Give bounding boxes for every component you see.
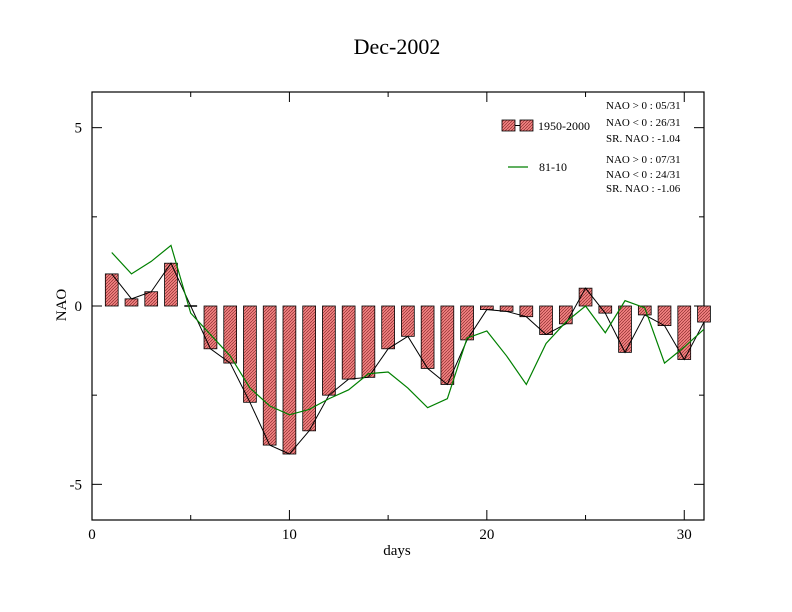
bar xyxy=(381,305,395,350)
plot-area: 0 10 20 30 5 0 -5 xyxy=(70,91,711,543)
bar xyxy=(341,305,356,380)
bar xyxy=(618,305,632,353)
bar xyxy=(322,305,336,396)
legend-stat: SR. NAO : -1.04 xyxy=(606,133,681,145)
legend-label-1950-2000: 1950-2000 xyxy=(538,119,590,133)
x-tick-label: 30 xyxy=(677,527,692,543)
legend-entry-81-10: 81-10 NAO > 0 : 07/31 NAO < 0 : 24/31 SR… xyxy=(508,154,681,195)
x-tick-label: 10 xyxy=(282,527,297,543)
legend-swatch-1950-2000 xyxy=(501,119,516,132)
bar xyxy=(104,273,119,307)
bar xyxy=(223,305,238,364)
legend-stat: NAO > 0 : 05/31 xyxy=(606,100,681,112)
x-tick-label: 20 xyxy=(479,527,494,543)
bar xyxy=(124,298,139,307)
legend-swatch-1950-2000-b xyxy=(519,119,534,132)
y-tick-label: 5 xyxy=(75,121,83,137)
x-tick-label: 0 xyxy=(88,527,96,543)
series-line-1950-2000 xyxy=(111,262,705,455)
bar xyxy=(203,305,218,350)
bar xyxy=(401,305,415,337)
legend-entry-1950-2000: 1950-2000 NAO > 0 : 05/31 NAO < 0 : 26/3… xyxy=(501,100,681,145)
legend: 1950-2000 NAO > 0 : 05/31 NAO < 0 : 26/3… xyxy=(501,100,681,195)
bar xyxy=(282,305,297,455)
x-axis-label: days xyxy=(383,543,411,559)
bar xyxy=(440,305,455,385)
legend-label-81-10: 81-10 xyxy=(539,160,567,174)
y-axis-label: NAO xyxy=(54,289,70,322)
series-line-81-10 xyxy=(111,244,705,416)
legend-stat: NAO < 0 : 26/31 xyxy=(606,117,681,129)
legend-stat: NAO < 0 : 24/31 xyxy=(606,169,681,181)
legend-stat: NAO > 0 : 07/31 xyxy=(606,154,681,166)
bar xyxy=(480,305,494,310)
y-tick-label: -5 xyxy=(70,477,83,493)
bar xyxy=(697,305,711,323)
chart-title: Dec-2002 xyxy=(354,34,441,59)
bar xyxy=(460,305,474,341)
bar xyxy=(262,305,277,446)
y-tick-label: 0 xyxy=(75,299,83,315)
bar xyxy=(420,305,435,369)
bar xyxy=(361,305,376,378)
legend-stat: SR. NAO : -1.06 xyxy=(606,183,681,195)
bar xyxy=(302,305,316,432)
